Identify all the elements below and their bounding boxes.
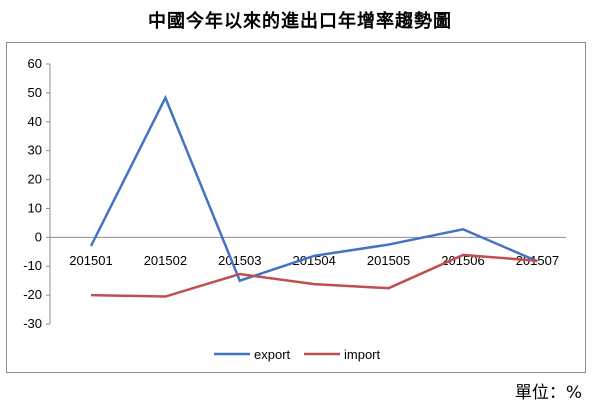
legend-label-import: import	[344, 347, 381, 362]
legend-label-export: export	[254, 347, 291, 362]
unit-label: 單位：%	[515, 378, 582, 403]
x-tick-label: 201505	[367, 253, 410, 268]
x-tick-label: 201503	[218, 253, 261, 268]
y-tick-label: -10	[23, 258, 42, 273]
y-tick-label: 0	[35, 229, 42, 244]
x-tick-label: 201502	[144, 253, 187, 268]
y-tick-label: 20	[28, 172, 42, 187]
y-tick-label: -30	[23, 316, 42, 331]
y-tick-label: 40	[28, 114, 42, 129]
x-tick-label: 201501	[69, 253, 112, 268]
y-tick-label: 50	[28, 85, 42, 100]
y-tick-label: 60	[28, 56, 42, 71]
y-tick-label: 30	[28, 143, 42, 158]
y-tick-label: 10	[28, 200, 42, 215]
y-tick-label: -20	[23, 287, 42, 302]
